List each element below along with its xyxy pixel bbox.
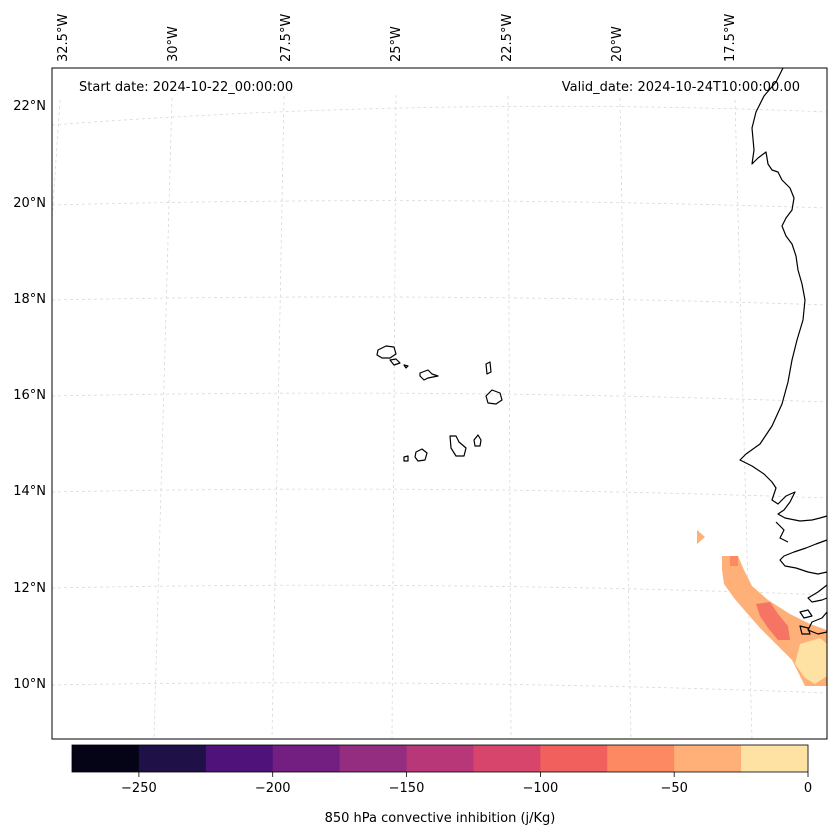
colorbar-bin [607,745,675,772]
colorbar-outline [71,744,809,773]
lon-label: 25°W [389,26,404,62]
start-date-label: Start date: 2024-10-22_00:00:00 [79,80,293,95]
lat-label: 20°N [13,196,46,211]
colorbar-bin [406,745,474,772]
cin-patch-weak [795,638,827,684]
island-brava [403,455,409,462]
island-sao-nicolau [419,369,439,381]
latitude-labels: 22°N 20°N 18°N 16°N 14°N 12°N 10°N [13,99,46,692]
colorbar-tick-label: −200 [255,781,291,796]
island-fogo [414,448,428,462]
valid-date-label: Valid_date: 2024-10-24T10:00:00.00 [562,80,800,95]
graticule [51,94,828,740]
lat-label: 22°N [13,99,46,114]
coastline-south-2 [775,521,789,543]
island-sao-vicente [389,358,401,366]
colorbar-bin [205,745,274,772]
colorbar-bin [272,745,341,772]
african-coastline [739,67,828,522]
lat-label: 18°N [13,292,46,307]
colorbar-tick-label: −250 [121,781,157,796]
island-santa-luzia [403,364,409,369]
lat-label: 12°N [13,581,46,596]
longitude-labels: 32.5°W 30°W 27.5°W 25°W 22.5°W 20°W 17.5… [56,14,738,62]
colorbar-tick-label: −150 [389,781,425,796]
colorbar-bin [473,745,541,772]
colorbar-bin [72,745,140,772]
colorbar-bin [540,745,608,772]
colorbar-tick-label: −100 [523,781,559,796]
lat-label: 16°N [13,388,46,403]
colorbar-bin [138,745,207,772]
coastline-south-1 [779,539,828,575]
island-santiago [449,435,467,457]
colorbar-tick-label: −50 [660,781,687,796]
colorbar-bins [72,745,809,772]
colorbar-tick-label: 0 [804,781,812,796]
lon-label: 30°W [166,26,181,62]
colorbar-bin [339,745,408,772]
colorbar-tick-labels: −250 −200 −150 −100 −50 0 [121,781,812,796]
island-santo-antao [376,345,397,359]
coastline-south-3 [807,584,828,603]
colorbar-bin [741,745,809,772]
coastline-south-4 [799,609,813,619]
coastlines [376,67,828,635]
lon-label: 27.5°W [279,14,294,62]
map-background [52,68,827,739]
island-maio [473,434,482,447]
map-frame [51,67,828,740]
cin-patch-offshore [697,530,705,544]
coastline-south-6 [799,625,811,635]
cin-patch-mid [730,556,738,566]
lon-label: 17.5°W [723,14,738,62]
cin-patch-strong [756,602,790,640]
lat-label: 14°N [13,484,46,499]
colorbar: −250 −200 −150 −100 −50 0 850 hPa convec… [71,744,812,826]
colorbar-bin [674,745,742,772]
lat-label: 10°N [13,677,46,692]
lon-label: 22.5°W [500,14,515,62]
island-sal [485,361,492,375]
colorbar-label: 850 hPa convective inhibition (j/Kg) [325,811,556,826]
lon-label: 32.5°W [56,14,71,62]
cin-field [697,530,827,686]
island-boa-vista [485,389,503,405]
colorbar-ticks [138,772,809,777]
lon-label: 20°W [610,26,625,62]
